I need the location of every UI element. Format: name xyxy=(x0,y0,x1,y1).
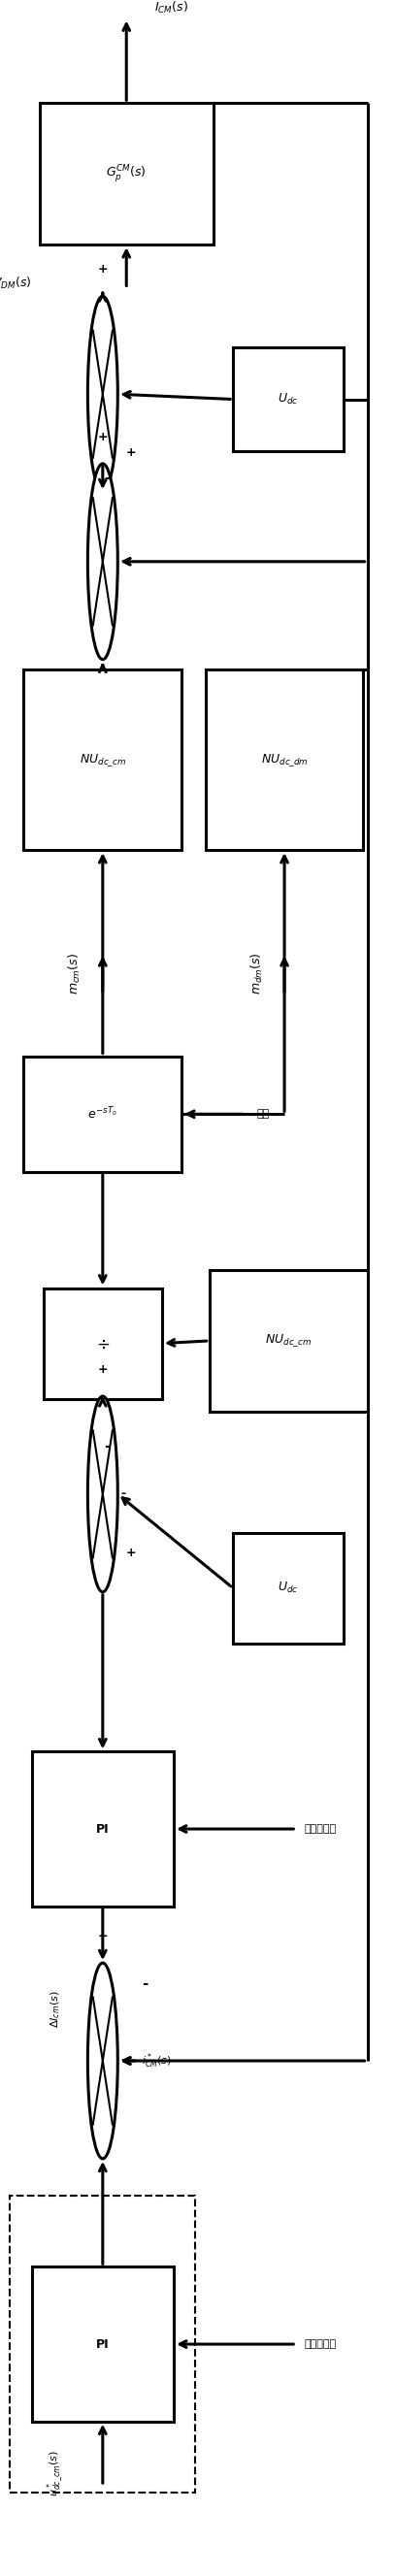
Text: -: - xyxy=(121,389,126,399)
Bar xyxy=(209,1270,367,1412)
Text: PI: PI xyxy=(96,2339,109,2349)
Text: -: - xyxy=(121,2056,126,2066)
Text: $m_{cm}(s)$: $m_{cm}(s)$ xyxy=(67,953,83,994)
Text: PI: PI xyxy=(96,1824,109,1834)
Text: 电压调节器: 电压调节器 xyxy=(304,2339,336,2349)
Text: +: + xyxy=(98,1363,108,1376)
Text: $NU_{dc\_cm}$: $NU_{dc\_cm}$ xyxy=(79,752,126,768)
Text: -: - xyxy=(104,471,110,484)
Text: $m_{dm}(s)$: $m_{dm}(s)$ xyxy=(249,953,265,994)
Text: -: - xyxy=(142,1976,149,1991)
Bar xyxy=(40,103,213,245)
Text: $U_{dc}$: $U_{dc}$ xyxy=(278,1582,299,1595)
Text: $i^*_{CM}(s)$: $i^*_{CM}(s)$ xyxy=(141,2050,171,2071)
Bar xyxy=(43,1288,162,1399)
Text: +: + xyxy=(98,263,108,276)
Bar xyxy=(10,2195,196,2491)
Circle shape xyxy=(88,1396,118,1592)
Text: $e^{-sT_0}$: $e^{-sT_0}$ xyxy=(88,1105,118,1123)
Text: $u^*_{dc\_cm}(s)$: $u^*_{dc\_cm}(s)$ xyxy=(45,2450,66,2496)
Circle shape xyxy=(88,296,118,492)
Text: -: - xyxy=(104,1440,110,1453)
Text: 电流调节器: 电流调节器 xyxy=(304,1824,336,1834)
Bar xyxy=(205,670,363,850)
Text: $I_{CM}(s)$: $I_{CM}(s)$ xyxy=(154,0,188,15)
Text: $\div$: $\div$ xyxy=(96,1334,109,1352)
Bar xyxy=(32,1752,174,1906)
Bar xyxy=(24,1056,182,1172)
Circle shape xyxy=(88,464,118,659)
Text: $G_p^{CM}(s)$: $G_p^{CM}(s)$ xyxy=(106,162,147,185)
Bar xyxy=(32,2267,174,2421)
Text: $V_{DM}(s)$: $V_{DM}(s)$ xyxy=(0,276,32,291)
Text: -: - xyxy=(121,556,126,567)
Text: $U_{dc}$: $U_{dc}$ xyxy=(278,392,299,407)
Text: +: + xyxy=(126,446,136,459)
Bar xyxy=(233,1533,344,1643)
Text: -: - xyxy=(121,1489,126,1499)
Bar xyxy=(24,670,182,850)
Text: 逆变: 逆变 xyxy=(257,1110,270,1118)
Text: $\Delta I_{cm}(s)$: $\Delta I_{cm}(s)$ xyxy=(49,1991,62,2027)
Text: $NU_{dc\_cm}$: $NU_{dc\_cm}$ xyxy=(265,1332,312,1350)
Text: +: + xyxy=(98,1929,108,1942)
Text: +: + xyxy=(98,430,108,443)
Bar xyxy=(233,348,344,451)
Text: +: + xyxy=(126,1546,136,1558)
Text: $NU_{dc\_dm}$: $NU_{dc\_dm}$ xyxy=(261,752,308,768)
Circle shape xyxy=(88,1963,118,2159)
